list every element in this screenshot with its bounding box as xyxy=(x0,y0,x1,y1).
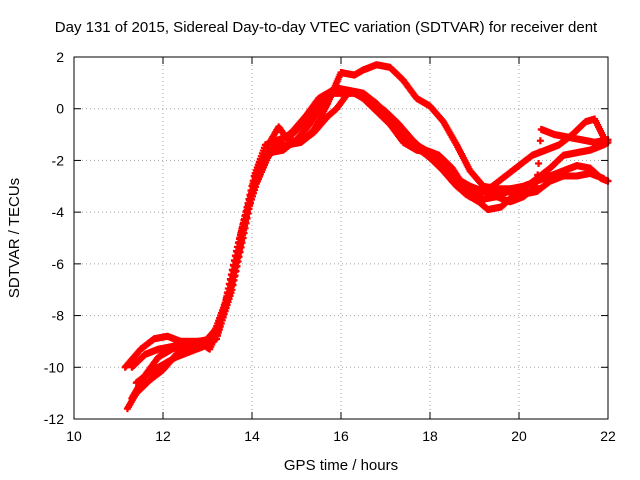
data-point xyxy=(600,175,608,183)
x-tick-label: 14 xyxy=(244,428,260,444)
chart-title: Day 131 of 2015, Sidereal Day-to-day VTE… xyxy=(55,19,598,36)
x-tick-label: 10 xyxy=(66,428,82,444)
x-axis-label: GPS time / hours xyxy=(284,457,398,474)
series-track-2 xyxy=(123,87,608,413)
y-tick-label: -6 xyxy=(52,256,65,272)
data-point xyxy=(536,137,544,145)
data-layer xyxy=(121,61,612,413)
x-tick-label: 12 xyxy=(155,428,171,444)
data-point xyxy=(535,160,543,168)
grid xyxy=(74,57,608,419)
y-tick-label: -10 xyxy=(44,359,64,375)
y-axis-label: SDTVAR / TECUs xyxy=(6,178,23,298)
data-point xyxy=(535,148,543,156)
y-tick-label: 0 xyxy=(56,101,64,117)
y-tick-label: -8 xyxy=(52,308,65,324)
x-tick-label: 16 xyxy=(333,428,349,444)
series-track-4 xyxy=(128,89,608,371)
series-track-3 xyxy=(128,84,612,402)
series-track-5 xyxy=(132,87,612,387)
y-tick-label: -2 xyxy=(52,152,65,168)
data-point xyxy=(533,182,541,190)
y-tick-label: 2 xyxy=(56,49,64,65)
x-tick-label: 20 xyxy=(511,428,527,444)
axes: 10 12 14 16 18 20 22 -12 -10 -8 -6 -4 -2 0 2 xyxy=(44,49,616,444)
series-track-1 xyxy=(121,61,612,371)
data-point xyxy=(534,171,542,179)
y-tick-label: -12 xyxy=(44,411,64,427)
x-tick-label: 18 xyxy=(422,428,438,444)
y-tick-label: -4 xyxy=(52,204,65,220)
x-tick-label: 22 xyxy=(600,428,616,444)
